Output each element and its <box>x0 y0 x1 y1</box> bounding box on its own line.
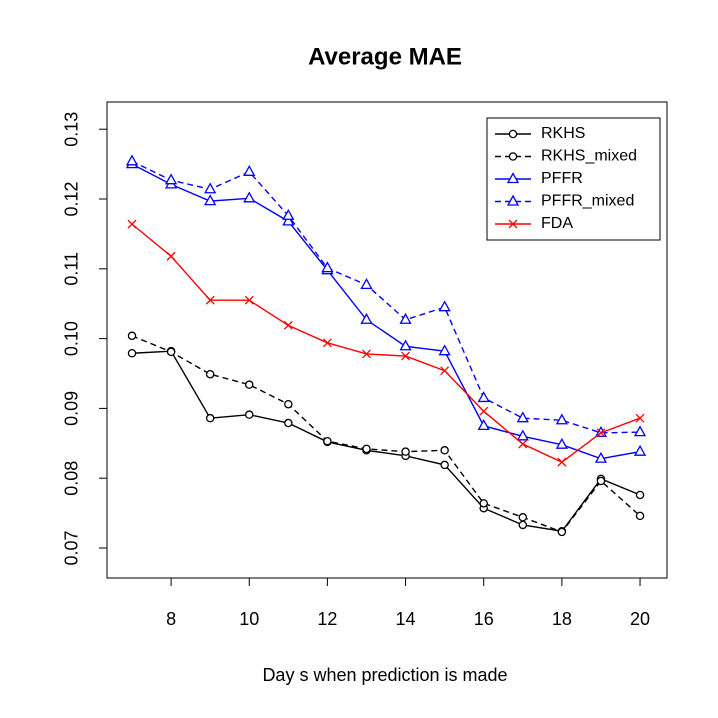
point <box>596 476 606 486</box>
point <box>283 320 293 330</box>
point <box>440 460 449 470</box>
point <box>438 344 451 356</box>
point <box>282 214 295 226</box>
y-tick-label: 0.10 <box>62 321 82 356</box>
point <box>321 261 334 273</box>
point <box>205 295 215 305</box>
x-tick-label: 20 <box>630 609 650 629</box>
x-tick-label: 16 <box>474 609 494 629</box>
point <box>635 490 645 500</box>
point <box>557 527 567 537</box>
point <box>362 444 371 454</box>
point <box>362 349 371 359</box>
point <box>399 312 412 324</box>
point <box>166 251 176 261</box>
x-tick-label: 12 <box>317 609 337 629</box>
x-tick-label: 8 <box>166 609 176 629</box>
y-tick-label: 0.07 <box>62 530 82 565</box>
point <box>594 451 608 463</box>
point <box>555 437 568 449</box>
chart-title: Average MAE <box>308 43 462 70</box>
point <box>322 338 332 348</box>
point <box>516 411 529 423</box>
point <box>518 439 528 449</box>
point <box>166 347 176 357</box>
series-line <box>131 160 641 434</box>
legend-marker <box>508 219 518 229</box>
point <box>244 380 254 389</box>
point <box>244 295 254 305</box>
legend-marker <box>506 172 520 184</box>
x-axis-label: Day s when prediction is made <box>262 665 507 685</box>
point <box>479 406 489 416</box>
point <box>244 410 254 419</box>
point <box>284 399 293 409</box>
legend-label: RKHS_mixed <box>541 148 637 165</box>
point <box>125 154 139 166</box>
point <box>635 413 645 423</box>
point <box>633 425 647 437</box>
legend-label: FDA <box>541 215 573 232</box>
legend-marker <box>508 152 518 161</box>
point <box>477 391 490 403</box>
point <box>596 428 606 438</box>
series-line <box>131 350 641 532</box>
point <box>323 436 332 446</box>
point <box>438 300 451 312</box>
point <box>284 418 293 428</box>
point <box>205 413 215 423</box>
point <box>440 446 449 455</box>
point <box>243 191 256 203</box>
point <box>282 208 295 220</box>
y-tick-label: 0.11 <box>62 252 82 286</box>
point <box>205 369 215 379</box>
point <box>555 413 568 425</box>
point <box>127 349 137 358</box>
x-tick-label: 18 <box>552 609 572 629</box>
point <box>127 219 137 229</box>
point <box>557 457 567 467</box>
point <box>401 351 411 361</box>
series-line <box>131 223 641 463</box>
point <box>204 194 217 206</box>
point <box>399 339 412 351</box>
point <box>360 312 373 324</box>
x-tick-label: 14 <box>396 609 416 629</box>
legend-label: RKHS <box>541 125 585 142</box>
series-line <box>131 163 641 460</box>
legend-label: PFFR_mixed <box>541 193 634 210</box>
point <box>401 447 410 456</box>
x-tick-label: 10 <box>239 609 259 629</box>
point <box>204 182 217 194</box>
legend-marker <box>508 129 518 139</box>
point <box>440 366 450 376</box>
point <box>633 444 647 456</box>
point <box>164 173 178 185</box>
legend-label: PFFR <box>541 170 583 187</box>
point <box>360 278 373 290</box>
point <box>127 331 137 341</box>
y-tick-label: 0.09 <box>62 391 82 426</box>
point <box>518 520 528 530</box>
point <box>477 419 490 430</box>
y-tick-label: 0.13 <box>62 112 82 147</box>
y-tick-label: 0.12 <box>62 181 82 216</box>
y-tick-label: 0.08 <box>62 461 82 496</box>
point <box>516 429 529 441</box>
series-line <box>131 335 641 533</box>
legend-marker <box>506 194 520 206</box>
point <box>479 499 488 508</box>
point <box>243 164 256 176</box>
point <box>518 513 528 522</box>
point <box>635 511 645 521</box>
